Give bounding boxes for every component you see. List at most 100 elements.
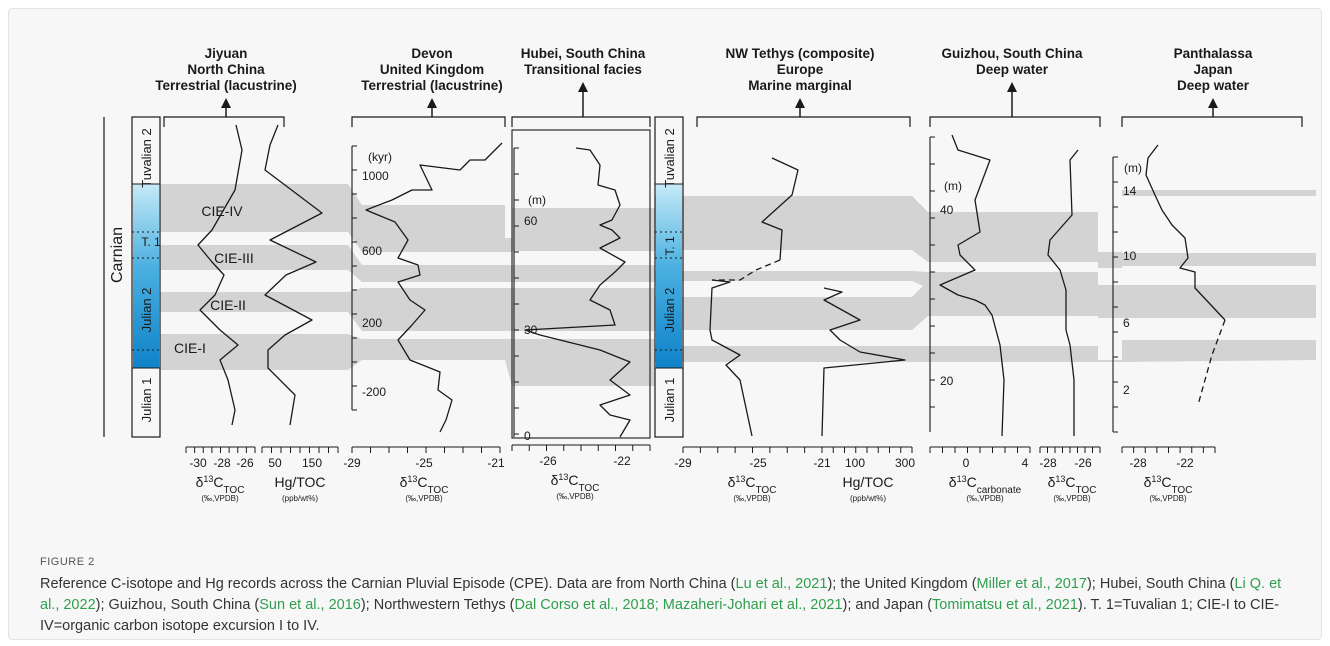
x-tick-label: 300 [895, 456, 915, 470]
section-arrow-head [221, 98, 231, 108]
x-axis-units: (ppb/wt%) [850, 494, 886, 503]
x-axis-title: Hg/TOC [274, 474, 325, 490]
reference-link[interactable]: Dal Corso et al., 2018; Mazaheri-Johari … [514, 597, 843, 613]
section-title-line: North China [187, 62, 265, 77]
x-tick-label: 4 [1022, 456, 1029, 470]
reference-link[interactable]: Li Q. et al., 2022 [40, 576, 1282, 613]
depth-tick-label: 10 [1123, 249, 1137, 263]
cie-correlation-bands [160, 184, 1316, 386]
depth-tick-label: 1000 [362, 169, 389, 183]
right-stage-fill [656, 184, 682, 368]
section-arrow-head [1208, 98, 1218, 108]
x-tick-label: -25 [415, 456, 433, 470]
cie-label: CIE-III [214, 250, 254, 266]
x-tick-label: -26 [1074, 456, 1092, 470]
section-bracket [1121, 116, 1303, 127]
depth-axis-unit: (m) [944, 179, 962, 193]
x-tick-label: -26 [539, 454, 557, 468]
reference-link[interactable]: Tomimatsu et al., 2021 [932, 597, 1078, 613]
japan-band-top [1122, 190, 1316, 196]
section-title-line: Marine marginal [748, 78, 852, 93]
cie-band-1 [160, 334, 1316, 386]
jiyuan-d13c-curve [197, 124, 243, 426]
jiyuan-hg-curve [264, 124, 323, 426]
x-tick-label: -29 [674, 456, 692, 470]
section-title-line: Jiyuan [205, 46, 248, 61]
x-axis-title: Hg/TOC [842, 474, 893, 490]
tethys-d13c-curve-lower [709, 279, 753, 437]
x-tick-label: -25 [749, 456, 767, 470]
section-title-line: Japan [1193, 62, 1232, 77]
depth-tick-label: 14 [1123, 184, 1137, 198]
x-axis-title: δ13CTOC [1144, 474, 1193, 496]
guizhou-carb-curve [939, 134, 1005, 437]
tethys-d13c-curve [761, 157, 799, 261]
caption-text: ); and Japan ( [842, 597, 933, 613]
x-axis-units: (ppb/wt%) [282, 494, 318, 503]
figure-caption: Reference C-isotope and Hg records acros… [40, 574, 1295, 637]
reference-link[interactable]: Lu et al., 2021 [735, 576, 828, 592]
section-title-line: Transitional facies [524, 62, 642, 77]
x-axis-units: (‰,VPDB) [201, 494, 239, 503]
section-title-line: Terrestrial (lacustrine) [361, 78, 503, 93]
caption-text: ); Hubei, South China ( [1086, 576, 1235, 592]
section-bracket [511, 116, 651, 127]
depth-tick-label: 40 [940, 203, 954, 217]
section-arrow-head [578, 82, 588, 92]
right-substage-tuvalian2: Tuvalian 2 [662, 128, 677, 188]
section-title-line: Hubei, South China [521, 46, 646, 61]
section-title-line: Devon [411, 46, 452, 61]
caption-text: ); the United Kingdom ( [827, 576, 977, 592]
hubei-d13c-curve [524, 147, 631, 438]
caption-text: ); Guizhou, South China ( [95, 597, 260, 613]
x-tick-label: -21 [813, 456, 831, 470]
depth-axis-unit: (m) [1124, 161, 1142, 175]
x-tick-label: 50 [268, 456, 282, 470]
x-tick-label: -29 [343, 456, 361, 470]
x-tick-label: 100 [845, 456, 865, 470]
x-tick-label: 150 [302, 456, 322, 470]
section-title-line: Panthalassa [1174, 46, 1253, 61]
reference-link[interactable]: Miller et al., 2017 [976, 576, 1087, 592]
figure-svg: Carnian Tuvalian 2 T. 1 Julian 2 Julian 1 Tuv… [103, 46, 1316, 503]
left-column-frame [131, 116, 161, 438]
x-tick-label: -22 [1176, 456, 1194, 470]
section-arrow-head [427, 98, 437, 108]
tethys-dashed-segment [712, 259, 781, 281]
x-tick-label: -28 [1129, 456, 1147, 470]
devon-d13c-curve [365, 142, 503, 433]
depth-tick-label: 20 [940, 374, 954, 388]
left-substage-julian2: Julian 2 [139, 288, 154, 333]
x-axis-units: (‰,VPDB) [556, 492, 594, 501]
cie-label: CIE-IV [201, 203, 243, 219]
japan-d13c-curve [1145, 144, 1226, 321]
x-axis-title: δ13CTOC [551, 472, 600, 494]
depth-tick-label: 600 [362, 244, 382, 258]
japan-dashed-segment [1197, 319, 1226, 406]
section-arrow-head [795, 98, 805, 108]
caption-text: ); Northwestern Tethys ( [360, 597, 515, 613]
cie-label: CIE-II [210, 297, 246, 313]
depth-tick-label: 200 [362, 316, 382, 330]
x-tick-label: 0 [963, 456, 970, 470]
right-substage-t1: T. 1 [663, 236, 677, 256]
reference-link[interactable]: Sun et al., 2016 [259, 597, 361, 613]
depth-tick-label: 6 [1123, 316, 1130, 330]
section-title-line: United Kingdom [380, 62, 484, 77]
section-bracket [696, 116, 911, 127]
tethys-hg-curve [821, 287, 906, 437]
x-axis-title: δ13CTOC [196, 474, 245, 496]
section-title-line: Guizhou, South China [942, 46, 1083, 61]
depth-tick-label: 30 [524, 323, 538, 337]
section-arrow-head [1007, 82, 1017, 92]
cie-band-3 [160, 245, 1122, 288]
x-tick-label: -26 [236, 456, 254, 470]
section-title-line: NW Tethys (composite) [725, 46, 874, 61]
right-column-frame [654, 116, 684, 438]
cie-band-2 [160, 281, 1316, 331]
depth-axis-unit: (m) [528, 193, 546, 207]
caption-text: ). T. 1=Tuvalian 1; CIE-I to CIE-IV=orga… [40, 597, 1279, 634]
depth-tick-label: 0 [524, 429, 531, 443]
isotope-curves [197, 124, 1226, 438]
x-axis-units: (‰,VPDB) [1149, 494, 1187, 503]
